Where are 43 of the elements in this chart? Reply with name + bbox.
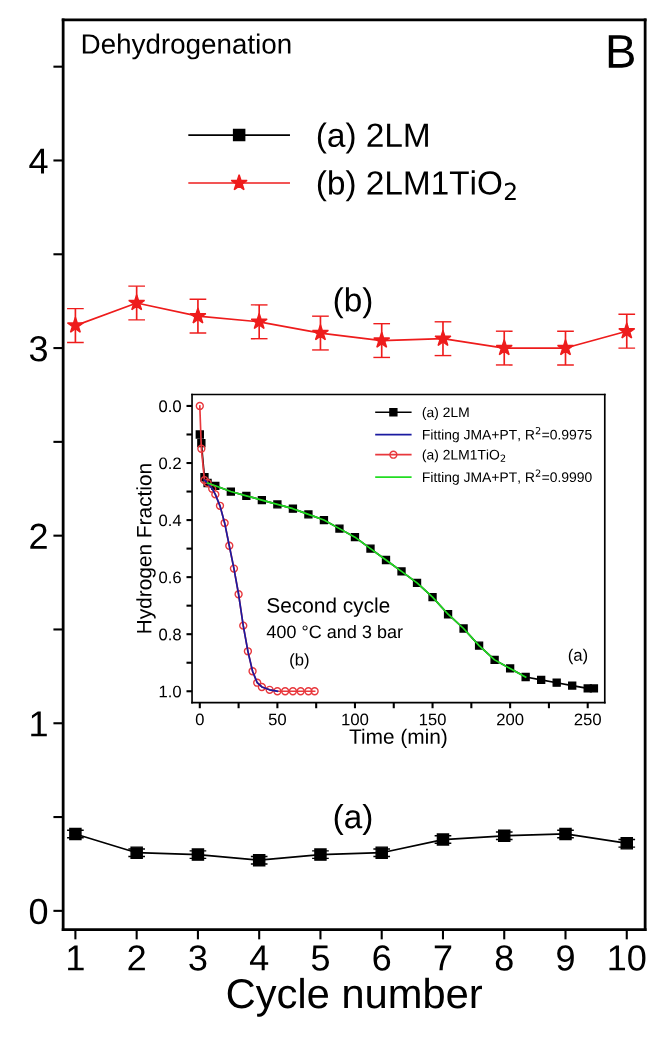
x-tick-label: 10 — [609, 945, 646, 971]
annotation: 400 °C and 3 bar — [266, 624, 403, 639]
y-tick-label: 0.8 — [159, 628, 181, 641]
legend-label: (a) 2LM1TiO$_{2}$ — [422, 449, 506, 463]
x-axis-title: Cycle number — [227, 977, 482, 1017]
x-tick-label: 50 — [268, 713, 286, 726]
x-tick-label: 0 — [195, 713, 204, 726]
x-tick-label: 3 — [189, 945, 207, 971]
x-tick-label: 2 — [128, 945, 145, 971]
x-tick-label: 200 — [497, 713, 524, 726]
x-tick-label: 8 — [495, 945, 513, 971]
x-tick-label: 4 — [249, 945, 269, 971]
legend-label: Fitting JMA+PT, R$^{2}$=0.9975 — [423, 426, 592, 443]
x-tick-label: 6 — [373, 945, 391, 971]
y-tick-label: 0.2 — [159, 457, 181, 470]
legend-label: (b) 2LM1TiO$_{2}$ — [317, 170, 516, 202]
annotation: (b) — [290, 653, 309, 669]
annotation: Second cycle — [267, 597, 390, 617]
x-tick-label: 5 — [311, 945, 329, 971]
annotation: Dehydrogenation — [82, 33, 291, 60]
y-tick-label: 0.4 — [159, 514, 182, 527]
x-tick-label: 9 — [557, 945, 574, 971]
x-tick-label: 100 — [342, 713, 369, 726]
y-tick-label: 3 — [29, 335, 47, 362]
legend-label: Fitting JMA+PT, R$^{2}$=0.9990 — [423, 469, 592, 485]
annotation: (b) — [334, 287, 372, 319]
x-axis-title: Time (min) — [349, 728, 447, 749]
x-tick-label: 1 — [68, 945, 84, 971]
x-tick-label: 7 — [434, 945, 452, 971]
y-tick-label: 1.0 — [159, 685, 181, 698]
legend-label: (a) 2LM — [422, 407, 469, 420]
annotation: (a) — [334, 803, 372, 836]
y-tick-label: 0.6 — [159, 571, 181, 584]
y-tick-label: 4 — [29, 148, 48, 174]
y-axis-title: Hydrogen Fraction — [136, 464, 156, 633]
legend-label: (a) 2LM — [317, 122, 428, 154]
x-tick-label: 250 — [574, 713, 601, 726]
y-tick-label: 0.0 — [159, 400, 181, 413]
y-tick-label: 2 — [30, 523, 47, 549]
annotation: B — [608, 35, 634, 68]
x-tick-label: 150 — [419, 713, 446, 726]
annotation: (a) — [568, 648, 588, 665]
y-tick-label: 0 — [29, 898, 48, 925]
